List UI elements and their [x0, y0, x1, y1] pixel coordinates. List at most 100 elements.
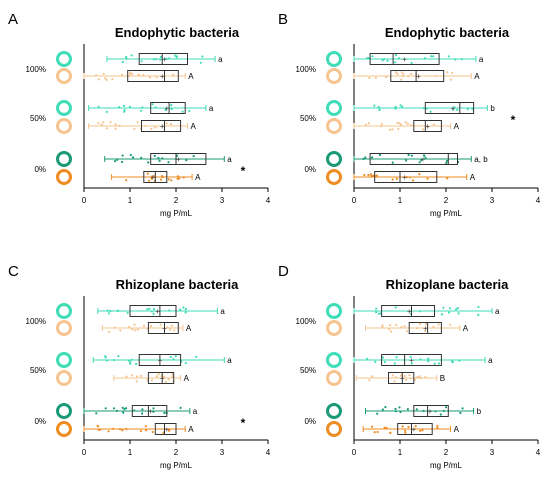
- data-point: [374, 76, 377, 79]
- data-point: [188, 109, 191, 112]
- data-point: [172, 358, 175, 361]
- data-point: [406, 408, 409, 411]
- x-tick-label: 2: [174, 448, 179, 457]
- data-point: [131, 72, 134, 75]
- data-point: [418, 322, 421, 326]
- data-point: [168, 309, 171, 312]
- data-point: [420, 159, 423, 162]
- data-point: [141, 106, 144, 109]
- x-axis-label: mg P/mL: [160, 209, 193, 218]
- ring-icon: [56, 151, 72, 167]
- x-tick-label: 4: [536, 196, 541, 205]
- box-series: + B: [326, 370, 445, 386]
- data-point: [383, 426, 386, 429]
- data-point: [414, 425, 417, 428]
- data-point: [429, 110, 432, 113]
- data-point: [185, 159, 188, 162]
- data-point: [150, 177, 153, 180]
- data-point: [104, 355, 107, 358]
- data-point: [170, 108, 173, 111]
- x-tick-label: 1: [398, 196, 403, 205]
- data-point: [418, 173, 421, 176]
- iqr-box: [141, 120, 182, 132]
- significance-asterisk: *: [511, 113, 516, 127]
- chart-title: Endophytic bacteria: [115, 25, 240, 40]
- data-point: [374, 360, 377, 363]
- data-point: [97, 105, 100, 108]
- data-point: [182, 306, 185, 309]
- group-label: 50%: [300, 114, 316, 123]
- mean-marker: +: [407, 307, 412, 316]
- data-point: [137, 73, 140, 76]
- panel-letter: A: [8, 11, 18, 28]
- data-point: [364, 156, 367, 159]
- data-point: [403, 325, 406, 328]
- data-point: [389, 324, 392, 327]
- iqr-box: [424, 102, 475, 114]
- data-point: [158, 159, 161, 162]
- data-point: [399, 104, 402, 107]
- iqr-box: [150, 153, 207, 165]
- data-point: [133, 329, 136, 332]
- data-point: [109, 309, 112, 313]
- data-point: [170, 179, 173, 182]
- ring-icon: [56, 352, 72, 368]
- data-point: [147, 179, 151, 182]
- data-point: [118, 106, 121, 109]
- data-point: [102, 72, 105, 75]
- data-point: [381, 408, 384, 411]
- group-letter: a: [479, 55, 484, 64]
- data-point: [97, 122, 100, 125]
- data-point: [135, 362, 138, 366]
- data-point: [436, 424, 439, 427]
- data-point: [408, 374, 411, 377]
- data-point: [165, 122, 168, 125]
- data-point: [125, 57, 128, 60]
- data-point: [460, 58, 464, 61]
- group-letter: a: [218, 55, 223, 64]
- data-point: [410, 362, 413, 365]
- data-point: [195, 355, 198, 358]
- box-series: + a: [326, 303, 500, 319]
- data-point: [411, 179, 415, 182]
- data-point: [393, 61, 397, 64]
- ring-icon: [56, 320, 72, 336]
- x-tick-label: 2: [174, 196, 179, 205]
- data-point: [112, 407, 116, 410]
- x-tick-label: 1: [128, 196, 133, 205]
- data-point: [375, 307, 378, 310]
- data-point: [394, 71, 398, 74]
- data-point: [449, 78, 452, 81]
- data-point: [367, 174, 370, 177]
- data-point: [399, 374, 403, 377]
- box-series: + A: [56, 320, 192, 336]
- box-series: + A: [56, 169, 201, 185]
- ring-icon: [56, 169, 72, 185]
- iqr-box: [388, 372, 415, 384]
- data-point: [466, 107, 469, 111]
- data-point: [179, 406, 182, 409]
- box-series: + b: [326, 100, 495, 116]
- group-letter: A: [470, 173, 476, 182]
- data-point: [114, 127, 117, 130]
- data-point: [147, 161, 150, 164]
- data-point: [126, 311, 129, 314]
- data-point: [95, 412, 98, 415]
- data-point: [419, 358, 422, 361]
- iqr-box: [374, 171, 438, 183]
- data-point: [139, 374, 143, 378]
- data-point: [170, 104, 173, 107]
- data-point: [373, 431, 376, 434]
- group-letter: A: [454, 425, 460, 434]
- data-point: [393, 362, 396, 365]
- data-point: [192, 155, 195, 158]
- data-point: [128, 105, 131, 108]
- data-point: [394, 105, 397, 108]
- iqr-box: [150, 102, 186, 114]
- data-point: [169, 328, 172, 331]
- data-point: [121, 406, 124, 409]
- data-point: [427, 357, 430, 360]
- data-point: [395, 356, 398, 359]
- ring-icon: [326, 169, 342, 185]
